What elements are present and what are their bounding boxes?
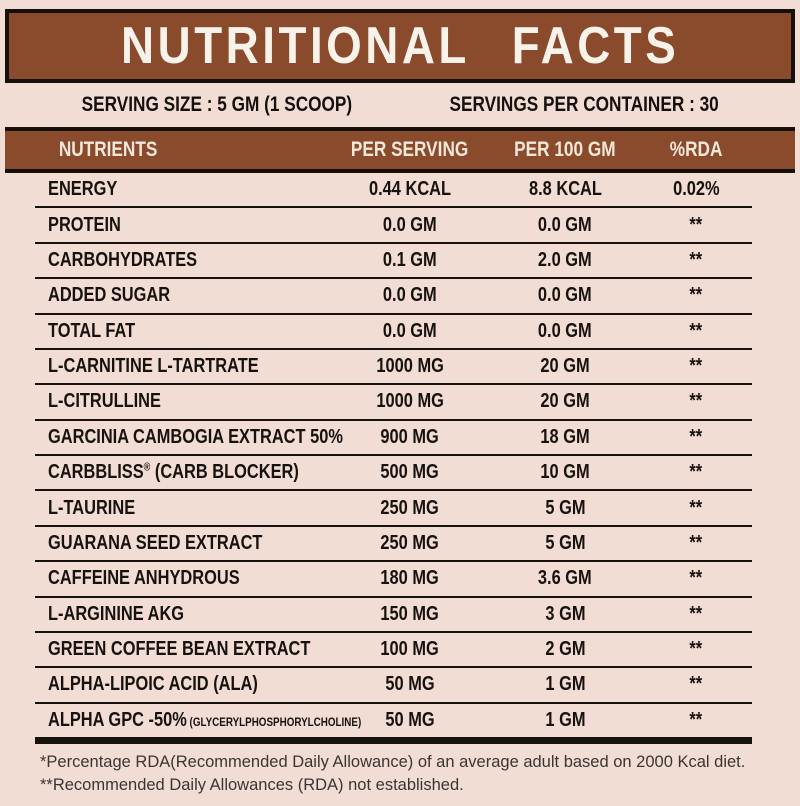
rda-value: ** <box>689 567 703 590</box>
table-row: L-TAURINE 250 MG 5 GM ** <box>35 489 752 524</box>
per-100gm-value: 0.0 GM <box>538 319 592 342</box>
per-serving-value: 1000 MG <box>376 390 444 413</box>
nutrient-name: CAFFEINE ANHYDROUS <box>48 567 240 590</box>
per-100gm-value: 2 GM <box>544 638 586 661</box>
rda-value: ** <box>689 531 703 554</box>
per-100gm-value: 0.0 GM <box>538 284 592 307</box>
per-serving-value: 0.1 GM <box>383 248 437 271</box>
per-100gm-value: 20 GM <box>540 390 590 413</box>
table-body: ENERGY 0.44 KCAL 8.8 KCAL 0.02% PROTEIN … <box>35 173 752 737</box>
table-row: GREEN COFFEE BEAN EXTRACT 100 MG 2 GM ** <box>35 630 752 666</box>
nutrient-name: TOTAL FAT <box>48 319 136 342</box>
per-100gm-value: 5 GM <box>544 496 586 519</box>
nutrient-name: L-ARGININE AKG <box>48 602 185 625</box>
per-serving-value: 150 MG <box>380 602 440 625</box>
per-serving-value: 50 MG <box>385 708 435 731</box>
nutrient-name: L-TAURINE <box>48 496 136 519</box>
rda-value: ** <box>689 248 703 271</box>
per-100gm-value: 10 GM <box>540 461 590 484</box>
rda-value: ** <box>689 602 703 625</box>
table-row: L-CITRULLINE 1000 MG 20 GM ** <box>35 383 752 418</box>
per-100gm-value: 0.0 GM <box>538 213 592 236</box>
table-header-row: NUTRIENTS PER SERVING PER 100 GM %RDA <box>5 127 795 173</box>
table-row: GARCINIA CAMBOGIA EXTRACT 50% 900 MG 18 … <box>35 418 752 454</box>
header-per-serving: PER SERVING <box>351 138 469 161</box>
rda-value: ** <box>689 355 703 378</box>
per-100gm-value: 3 GM <box>544 602 586 625</box>
header-per-100gm: PER 100 GM <box>514 138 616 161</box>
rda-value: ** <box>689 425 703 448</box>
rda-value: ** <box>689 638 703 661</box>
footnotes: *Percentage RDA(Recommended Daily Allowa… <box>40 751 800 797</box>
per-serving-value: 100 MG <box>380 638 440 661</box>
footnote-rda-not-established: **Recommended Daily Allowances (RDA) not… <box>40 775 464 794</box>
rda-value: ** <box>689 390 703 413</box>
header-rda: %RDA <box>669 138 723 161</box>
nutrient-name: ALPHA GPC -50% (GLYCERYLPHOSPHORYLCHOLIN… <box>48 708 362 731</box>
per-100gm-value: 18 GM <box>540 425 590 448</box>
nutrient-name: GREEN COFFEE BEAN EXTRACT <box>48 638 311 661</box>
per-100gm-value: 1 GM <box>544 708 586 731</box>
table-row: PROTEIN 0.0 GM 0.0 GM ** <box>35 206 752 241</box>
rda-value: ** <box>689 496 703 519</box>
serving-size-label: SERVING SIZE : 5 GM (1 SCOOP) <box>81 93 353 116</box>
per-serving-value: 0.44 KCAL <box>368 178 452 201</box>
footnote-rda-percentage: *Percentage RDA(Recommended Daily Allowa… <box>40 753 746 771</box>
rda-value: ** <box>689 708 703 731</box>
nutrient-name: ENERGY <box>48 178 118 201</box>
per-100gm-value: 1 GM <box>544 673 586 696</box>
table-row: L-CARNITINE L-TARTRATE 1000 MG 20 GM ** <box>35 347 752 383</box>
rda-value: ** <box>689 461 703 484</box>
nutrient-name: L-CARNITINE L-TARTRATE <box>48 355 259 378</box>
table-row: CARBBLISS® (CARB BLOCKER) 500 MG 10 GM *… <box>35 454 752 489</box>
per-serving-value: 500 MG <box>380 461 440 484</box>
rda-value: ** <box>689 284 703 307</box>
table-row: ENERGY 0.44 KCAL 8.8 KCAL 0.02% <box>35 173 752 206</box>
per-100gm-value: 5 GM <box>544 531 586 554</box>
per-serving-value: 180 MG <box>380 567 440 590</box>
table-row: TOTAL FAT 0.0 GM 0.0 GM ** <box>35 312 752 348</box>
table-row: L-ARGININE AKG 150 MG 3 GM ** <box>35 595 752 631</box>
rda-value: ** <box>689 319 703 342</box>
per-100gm-value: 2.0 GM <box>538 248 592 271</box>
per-100gm-value: 20 GM <box>540 355 590 378</box>
page-title: NUTRITIONAL FACTS <box>120 17 680 75</box>
table-row: ALPHA-LIPOIC ACID (ALA) 50 MG 1 GM ** <box>35 666 752 701</box>
rda-value: ** <box>689 673 703 696</box>
nutrition-label: NUTRITIONAL FACTS SERVING SIZE : 5 GM (1… <box>0 9 800 797</box>
per-serving-value: 0.0 GM <box>383 319 437 342</box>
per-100gm-value: 3.6 GM <box>538 567 592 590</box>
table-row: GUARANA SEED EXTRACT 250 MG 5 GM ** <box>35 524 752 560</box>
serving-info: SERVING SIZE : 5 GM (1 SCOOP) SERVINGS P… <box>0 83 800 127</box>
rda-value: ** <box>689 213 703 236</box>
nutrient-name: GARCINIA CAMBOGIA EXTRACT 50% <box>48 425 343 448</box>
per-serving-value: 250 MG <box>380 531 440 554</box>
per-100gm-value: 8.8 KCAL <box>528 178 602 201</box>
table-row: CAFFEINE ANHYDROUS 180 MG 3.6 GM ** <box>35 560 752 595</box>
per-serving-value: 1000 MG <box>376 355 444 378</box>
nutrient-name: ALPHA-LIPOIC ACID (ALA) <box>48 673 258 696</box>
rda-value: 0.02% <box>672 178 720 201</box>
nutrient-name: ADDED SUGAR <box>48 284 171 307</box>
per-serving-value: 0.0 GM <box>383 284 437 307</box>
nutrient-name: CARBBLISS® (CARB BLOCKER) <box>48 461 299 484</box>
servings-per-container-label: SERVINGS PER CONTAINER : 30 <box>449 93 719 116</box>
table-row: ADDED SUGAR 0.0 GM 0.0 GM ** <box>35 277 752 312</box>
header-nutrients: NUTRIENTS <box>58 138 158 161</box>
nutrient-name: GUARANA SEED EXTRACT <box>48 531 263 554</box>
table-row: ALPHA GPC -50% (GLYCERYLPHOSPHORYLCHOLIN… <box>35 701 752 737</box>
nutrient-name: CARBOHYDRATES <box>48 248 198 271</box>
per-serving-value: 250 MG <box>380 496 440 519</box>
nutrient-name: PROTEIN <box>48 213 121 236</box>
per-serving-value: 0.0 GM <box>383 213 437 236</box>
per-serving-value: 50 MG <box>385 673 435 696</box>
nutrient-name: L-CITRULLINE <box>48 390 161 413</box>
title-bar: NUTRITIONAL FACTS <box>5 9 795 83</box>
bottom-divider <box>35 737 752 744</box>
per-serving-value: 900 MG <box>380 425 440 448</box>
table-row: CARBOHYDRATES 0.1 GM 2.0 GM ** <box>35 241 752 277</box>
